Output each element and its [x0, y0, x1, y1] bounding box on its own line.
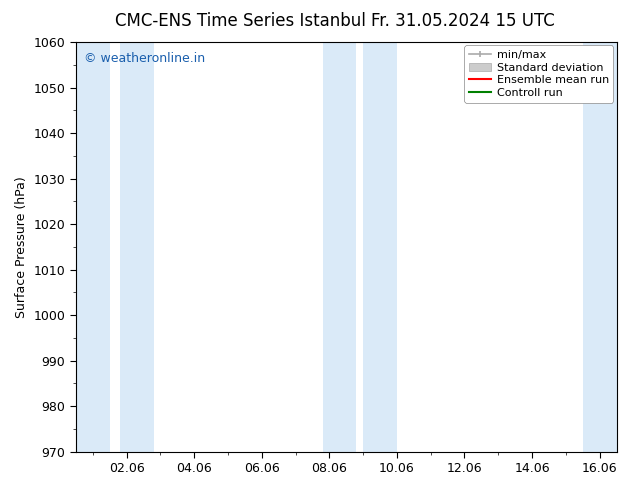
Bar — [363, 42, 397, 452]
Bar — [583, 42, 616, 452]
Bar — [76, 42, 110, 452]
Text: Fr. 31.05.2024 15 UTC: Fr. 31.05.2024 15 UTC — [371, 12, 555, 30]
Bar — [120, 42, 153, 452]
Bar — [323, 42, 356, 452]
Y-axis label: Surface Pressure (hPa): Surface Pressure (hPa) — [15, 176, 28, 318]
Text: © weatheronline.in: © weatheronline.in — [84, 52, 205, 65]
Legend: min/max, Standard deviation, Ensemble mean run, Controll run: min/max, Standard deviation, Ensemble me… — [464, 46, 613, 102]
Text: CMC-ENS Time Series Istanbul: CMC-ENS Time Series Istanbul — [115, 12, 366, 30]
